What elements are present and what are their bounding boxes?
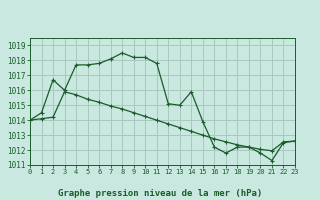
Text: Graphe pression niveau de la mer (hPa): Graphe pression niveau de la mer (hPa) — [58, 189, 262, 198]
